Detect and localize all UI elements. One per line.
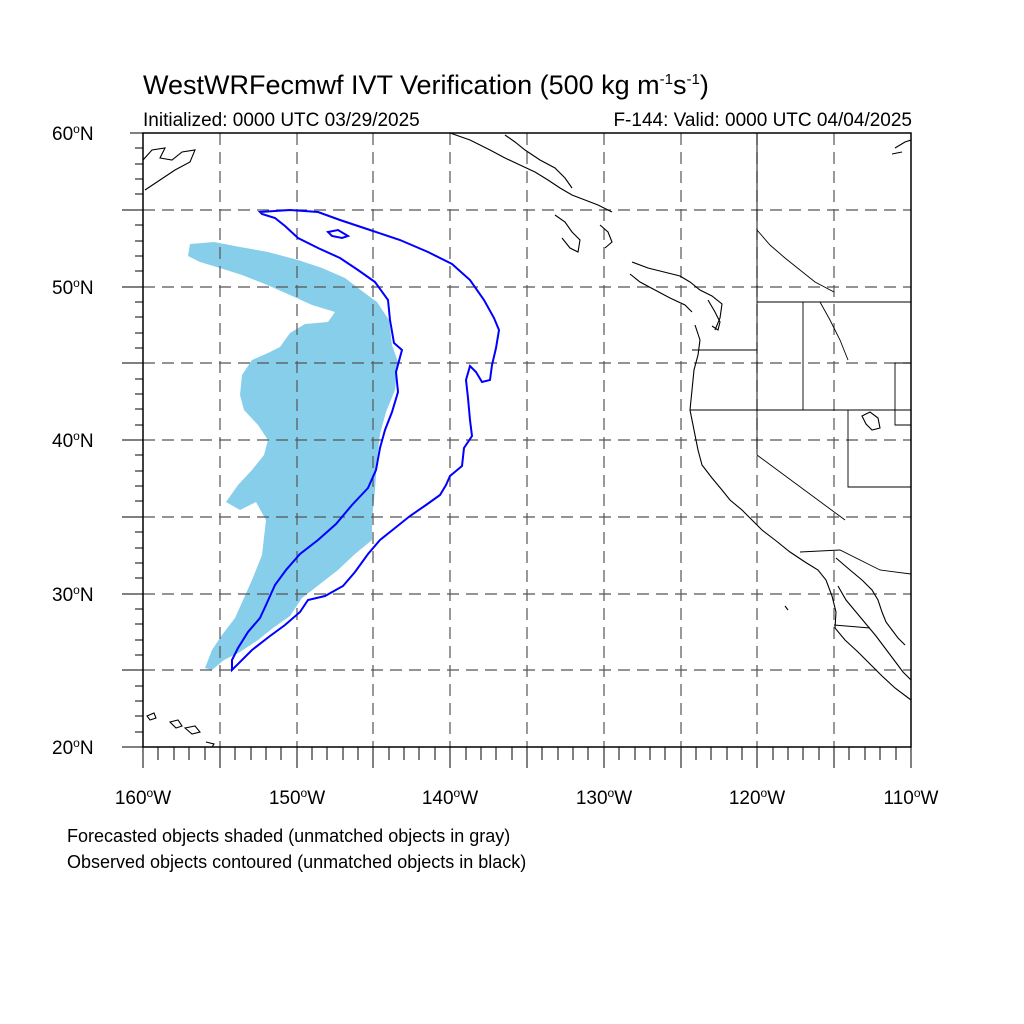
lat-label-50n: 50oN — [52, 276, 94, 300]
lat-label-hemisphere: N — [79, 431, 94, 452]
lat-label-hemisphere: N — [79, 278, 94, 299]
lat-label-value: 20 — [52, 738, 74, 759]
lat-label-value: 30 — [52, 585, 74, 606]
lon-label-value: 110 — [883, 788, 914, 809]
lat-label-value: 40 — [52, 431, 74, 452]
lon-label-value: 130 — [575, 788, 608, 809]
lat-label-hemisphere: N — [79, 585, 94, 606]
lon-label-110w: 110oW — [884, 786, 939, 810]
degree-symbol: o — [73, 583, 80, 597]
lon-label-value: 120 — [728, 788, 761, 809]
lon-label-150w: 150oW — [269, 786, 325, 810]
title-exponent-2: -1 — [686, 71, 700, 88]
coastlines — [143, 133, 911, 747]
degree-symbol: o — [913, 786, 921, 800]
lat-label-value: 60 — [52, 124, 74, 145]
lat-label-value: 50 — [52, 278, 74, 299]
footer-note-observed: Observed objects contoured (unmatched ob… — [67, 852, 527, 872]
title-text: WestWRFecmwf IVT Verification (500 kg m — [143, 70, 660, 100]
lat-label-60n: 60oN — [52, 122, 94, 146]
degree-symbol: o — [300, 786, 308, 800]
lon-label-130w: 130oW — [576, 786, 632, 810]
lat-label-20n: 20oN — [52, 736, 94, 760]
lon-label-hemisphere: W — [460, 788, 479, 809]
initialized-time: Initialized: 0000 UTC 03/29/2025 — [143, 110, 420, 131]
degree-symbol: o — [760, 786, 768, 800]
footer-note-forecast: Forecasted objects shaded (unmatched obj… — [67, 826, 511, 846]
lon-label-140w: 140oW — [422, 786, 478, 810]
lon-label-hemisphere: W — [153, 788, 172, 809]
lat-label-40n: 40oN — [52, 429, 94, 453]
lat-label-hemisphere: N — [79, 124, 94, 145]
degree-symbol: o — [73, 122, 80, 136]
gridlines — [143, 133, 911, 747]
valid-time: F-144: Valid: 0000 UTC 04/04/2025 — [613, 110, 912, 131]
tick-marks — [122, 132, 912, 768]
lon-label-hemisphere: W — [767, 788, 786, 809]
title-close-paren: ) — [699, 70, 709, 100]
chart-title: WestWRFecmwf IVT Verification (500 kg m-… — [143, 70, 709, 101]
state-borders — [690, 133, 911, 629]
title-exponent-1: -1 — [659, 71, 673, 88]
observed-object-contour — [231, 208, 501, 673]
lon-label-value: 140 — [421, 788, 454, 809]
degree-symbol: o — [73, 736, 80, 750]
lon-label-hemisphere: W — [614, 788, 633, 809]
lon-label-hemisphere: W — [920, 788, 939, 809]
observed-object-small-contour — [325, 228, 351, 240]
lon-label-value: 150 — [268, 788, 301, 809]
title-unit-s: s — [672, 70, 687, 100]
lon-label-hemisphere: W — [307, 788, 326, 809]
lat-label-30n: 30oN — [52, 583, 94, 607]
lon-label-120w: 120oW — [729, 786, 785, 810]
lon-label-160w: 160oW — [115, 786, 171, 810]
degree-symbol: o — [607, 786, 615, 800]
degree-symbol: o — [73, 276, 80, 290]
degree-symbol: o — [146, 786, 154, 800]
forecast-object-shaded — [188, 242, 398, 670]
lon-label-value: 160 — [114, 788, 147, 809]
lat-label-hemisphere: N — [79, 738, 94, 759]
degree-symbol: o — [73, 429, 80, 443]
degree-symbol: o — [453, 786, 461, 800]
